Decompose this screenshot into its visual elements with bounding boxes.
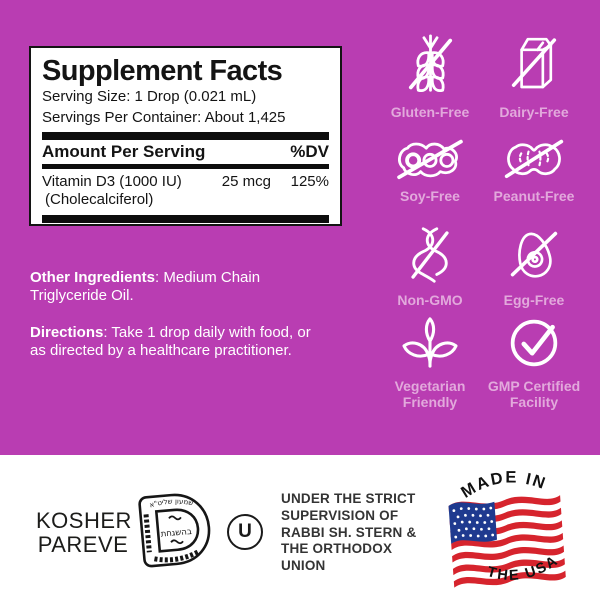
badge-vegetarian-friendly: Vegetarian Friendly	[378, 312, 482, 424]
badge-label: Vegetarian Friendly	[394, 378, 466, 410]
supervision-line: SUPERVISION OF	[281, 507, 399, 523]
servings-per-container-line: Servings Per Container: About 1,425	[42, 108, 286, 126]
badge-icon-wrap	[509, 222, 559, 288]
badge-label: Dairy-Free	[499, 104, 569, 120]
kosher-pareve-text: KOSHER PAREVE	[36, 508, 132, 557]
badge-label: Peanut-Free	[493, 188, 575, 204]
directions-line1: Directions: Take 1 drop daily with food,…	[30, 324, 370, 342]
divider-medium	[42, 164, 329, 170]
badge-dairy-free: Dairy-Free	[482, 28, 586, 132]
directions-block: Directions: Take 1 drop daily with food,…	[30, 324, 370, 359]
ou-letter: U	[238, 521, 252, 542]
badge-gluten-free: Gluten-Free	[378, 28, 482, 132]
badge-label: Gluten-Free	[390, 104, 470, 120]
orthodox-union-icon: U	[227, 514, 263, 550]
kosher-d-stamp-icon: שמעון שליט"א בהשגחת	[138, 493, 211, 568]
directions-line2: as directed by a healthcare practitioner…	[30, 341, 292, 359]
serving-size-line: Serving Size: 1 Drop (0.021 mL)	[42, 88, 257, 106]
badge-label: Egg-Free	[503, 292, 565, 308]
nutrient-name: Vitamin D3 (1000 IU)	[42, 173, 182, 191]
other-ingredients-block: Other Ingredients: Medium Chain Triglyce…	[30, 269, 310, 304]
wheat-slash-icon	[408, 34, 452, 93]
badge-icon-wrap	[503, 132, 565, 184]
divider-bottom	[42, 215, 329, 224]
directions-label: Directions	[30, 324, 104, 341]
milk-carton-slash-icon	[511, 37, 557, 89]
badge-soy-free: Soy-Free	[378, 132, 482, 222]
soy-pod-slash-icon	[397, 139, 463, 179]
supplement-facts-title: Supplement Facts	[42, 55, 283, 87]
facts-header-row: Amount Per Serving %DV	[42, 142, 329, 162]
badge-icon-wrap	[408, 222, 452, 288]
badge-label: Soy-Free	[400, 188, 460, 204]
amount-per-serving-header: Amount Per Serving	[42, 142, 206, 162]
supplement-facts-panel: Supplement Facts Serving Size: 1 Drop (0…	[29, 46, 342, 226]
badge-gmp-certified: GMP Certified Facility	[482, 312, 586, 424]
pareve-line: PAREVE	[37, 532, 129, 557]
badge-icon-wrap	[408, 28, 453, 100]
nutrient-subname: (Cholecalciferol)	[45, 191, 154, 209]
badge-peanut-free: Peanut-Free	[482, 132, 586, 222]
badge-label: Non-GMO	[397, 292, 463, 308]
other-ingredients-line1: Other Ingredients: Medium Chain	[30, 269, 310, 287]
supervision-text: UNDER THE STRICT SUPERVISION OF RABBI SH…	[281, 491, 416, 575]
us-flag-icon	[448, 493, 567, 588]
kosher-center-text: בהשגחת	[160, 527, 192, 540]
kosher-line: KOSHER	[36, 508, 132, 533]
supervision-line: UNDER THE STRICT	[281, 491, 416, 506]
made-in-text: MADE IN	[458, 469, 549, 502]
nutrient-row: Vitamin D3 (1000 IU) 25 mcg 125%	[42, 173, 329, 191]
badge-egg-free: Egg-Free	[482, 222, 586, 312]
supervision-line: RABBI SH. STERN &	[281, 524, 417, 540]
other-ingredients-rest: : Medium Chain	[155, 269, 261, 286]
supervision-line: THE ORTHODOX	[281, 541, 393, 557]
divider-thick	[42, 132, 329, 141]
badge-icon-wrap	[508, 312, 560, 374]
other-ingredients-label: Other Ingredients	[30, 269, 156, 286]
badge-icon-wrap	[399, 312, 461, 374]
other-ingredients-line2: Triglyceride Oil.	[30, 286, 134, 304]
supervision-line: UNION	[281, 558, 326, 574]
dna-slash-icon	[411, 227, 449, 283]
badge-icon-wrap	[394, 132, 466, 184]
egg-slash-icon	[510, 231, 558, 278]
nutrient-dv: 125%	[290, 173, 329, 191]
directions-rest: : Take 1 drop daily with food, or	[103, 324, 311, 341]
badge-icon-wrap	[511, 28, 557, 100]
dv-header: %DV	[290, 142, 329, 162]
badge-non-gmo: Non-GMO	[378, 222, 482, 312]
sprout-icon	[402, 317, 458, 368]
check-circle-icon	[510, 319, 558, 367]
badge-label: GMP Certified Facility	[487, 378, 581, 410]
peanut-slash-icon	[504, 139, 564, 179]
made-in-usa-stamp: MADE IN THE USA	[448, 469, 567, 588]
nutrient-amount: 25 mcg	[221, 173, 271, 191]
allergen-badge-grid: Gluten-Free Dairy-Free	[378, 28, 586, 424]
